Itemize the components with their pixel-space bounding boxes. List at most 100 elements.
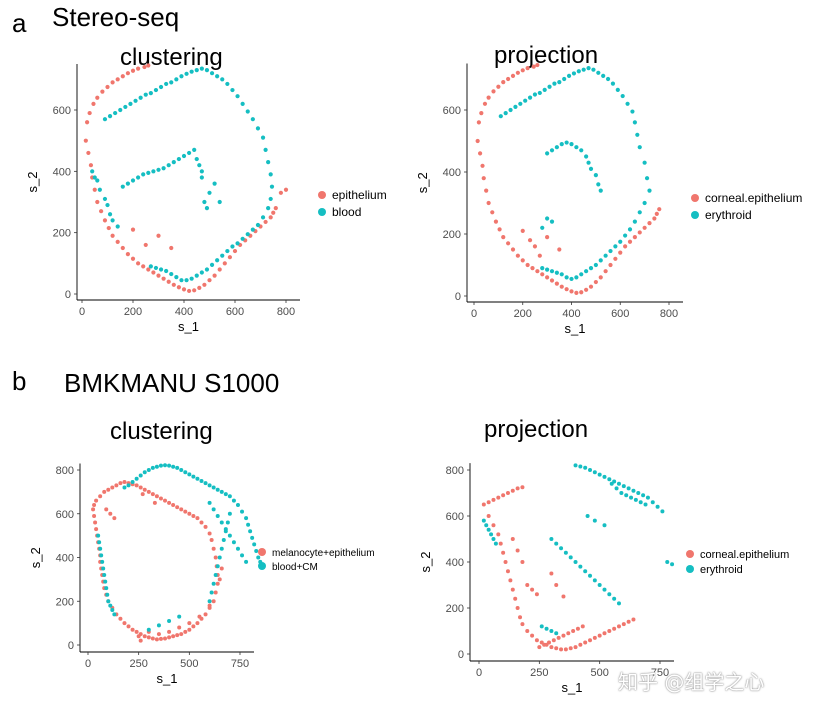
x-tick-label: 0 <box>85 658 91 670</box>
data-point-teal <box>620 93 625 99</box>
data-point-teal <box>588 468 593 472</box>
data-point-teal <box>588 266 594 271</box>
data-point-red <box>273 206 278 211</box>
data-point-red <box>154 637 159 642</box>
data-point-red <box>525 262 530 268</box>
data-point-red <box>192 288 197 293</box>
data-point-teal <box>225 248 230 254</box>
data-point-red <box>549 645 554 650</box>
data-point-red <box>150 492 155 497</box>
plot-a-clustering: 0 200 400 600 800 0 200 400 600 s_1 s_2 epithelium b… <box>25 63 387 334</box>
data-point-teal <box>559 546 564 551</box>
data-point-teal <box>133 98 138 103</box>
data-point-teal <box>130 480 135 485</box>
data-point-teal <box>142 470 147 475</box>
data-point-teal <box>158 463 163 468</box>
data-point-teal <box>194 273 199 278</box>
data-point-red <box>525 629 530 633</box>
data-point-teal <box>230 244 235 249</box>
data-point-teal <box>153 87 159 93</box>
data-point-teal <box>169 271 174 277</box>
data-point-teal <box>207 483 212 488</box>
data-point-teal <box>115 224 120 229</box>
data-point-red <box>175 633 180 638</box>
data-point-teal <box>588 573 593 578</box>
data-point-red <box>530 587 535 592</box>
data-point-red <box>580 624 585 629</box>
data-point-red <box>515 548 520 553</box>
data-point-teal <box>633 497 638 502</box>
data-point-teal <box>199 169 204 174</box>
data-point-red <box>537 645 542 650</box>
data-point-red <box>106 225 111 231</box>
data-point-teal <box>171 160 176 165</box>
data-point-teal <box>118 107 123 113</box>
x-tick-label: 0 <box>476 667 482 679</box>
data-point-teal <box>235 241 240 246</box>
data-point-red <box>564 287 569 292</box>
data-point-teal <box>245 109 250 114</box>
data-point-red <box>118 616 123 621</box>
x-tick-label: 750 <box>231 658 249 670</box>
legend-label: erythroid <box>700 564 743 576</box>
data-point-teal <box>608 248 613 254</box>
data-point-red <box>513 596 518 601</box>
data-point-red <box>510 537 515 541</box>
data-point-teal <box>630 109 635 114</box>
data-point-red <box>115 77 120 82</box>
data-point-teal <box>248 529 253 534</box>
data-point-teal <box>508 107 513 113</box>
legend-key <box>258 562 266 570</box>
data-point-teal <box>637 210 642 215</box>
data-point-teal <box>120 184 125 189</box>
data-point-teal <box>544 626 549 631</box>
data-point-teal <box>564 140 569 145</box>
data-point-red <box>631 617 636 622</box>
data-point-red <box>83 138 88 143</box>
data-point-teal <box>554 270 559 275</box>
data-point-teal <box>161 166 166 171</box>
data-point-red <box>574 290 579 295</box>
data-point-teal <box>613 244 618 249</box>
data-point-teal <box>235 94 240 99</box>
data-point-teal <box>184 71 189 76</box>
data-point-teal <box>641 493 646 498</box>
plot-title-a-clustering: clustering <box>120 44 223 71</box>
data-point-red <box>491 497 496 502</box>
data-point-red <box>203 524 208 529</box>
data-point-red <box>510 73 516 78</box>
data-point-teal <box>217 199 222 205</box>
legend-key <box>318 208 326 216</box>
data-point-red <box>146 489 151 494</box>
data-point-red <box>138 485 143 490</box>
data-point-red <box>515 70 520 75</box>
data-point-red <box>125 71 130 76</box>
data-point-red <box>510 587 515 592</box>
legend-label: blood <box>332 205 361 219</box>
data-point-teal <box>563 550 568 555</box>
data-point-red <box>515 486 520 491</box>
data-point-red <box>211 599 216 604</box>
data-point-red <box>501 80 506 85</box>
data-point-red <box>136 261 141 266</box>
data-point-teal <box>598 188 603 193</box>
data-point-teal <box>584 269 589 274</box>
data-point-teal <box>638 500 643 505</box>
data-point-red <box>657 207 662 212</box>
data-point-teal <box>105 202 110 208</box>
data-point-teal <box>105 592 110 597</box>
x-tick-label: 200 <box>514 308 532 320</box>
data-point-teal <box>199 270 204 275</box>
data-point-teal <box>481 518 486 523</box>
data-point-teal <box>602 523 607 528</box>
x-axis-label: s_1 <box>157 671 178 686</box>
data-point-teal <box>576 69 581 74</box>
data-point-teal <box>167 618 172 623</box>
data-point-teal <box>195 476 200 481</box>
data-point-teal <box>146 627 151 632</box>
data-point-red <box>158 636 163 641</box>
data-point-red <box>95 95 100 100</box>
data-point-red <box>130 256 136 261</box>
data-point-red <box>217 267 222 272</box>
data-point-teal <box>220 77 225 82</box>
